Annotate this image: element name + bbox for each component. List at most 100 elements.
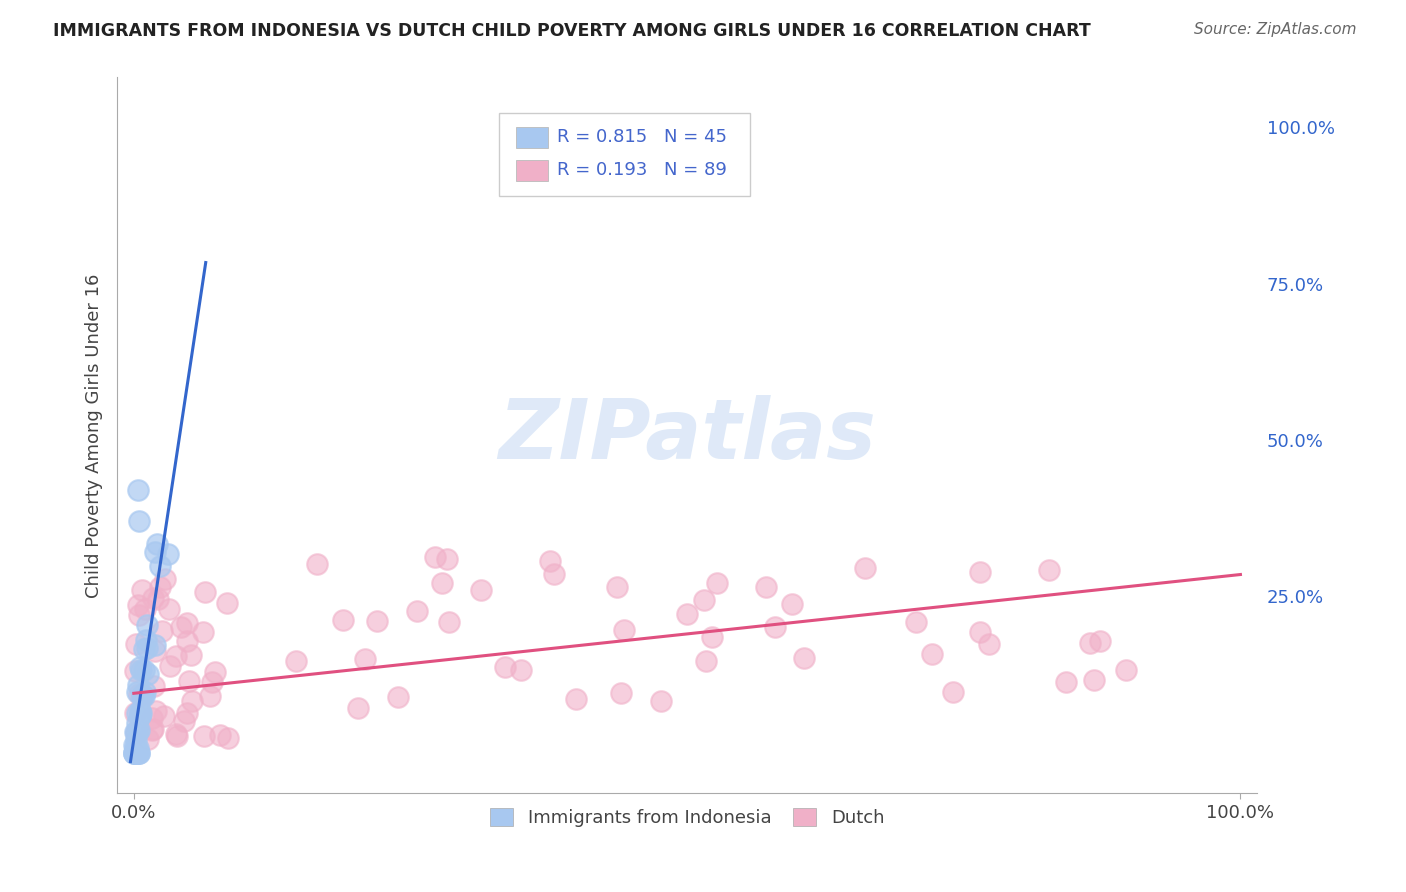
Point bbox=[179, 674, 201, 689]
Point bbox=[141, 723, 163, 737]
Point bbox=[181, 694, 204, 708]
Point bbox=[793, 650, 815, 665]
Point bbox=[1083, 673, 1105, 688]
FancyBboxPatch shape bbox=[499, 113, 749, 195]
Point bbox=[176, 634, 198, 648]
Point bbox=[494, 660, 516, 674]
Point bbox=[780, 598, 803, 612]
Point bbox=[1115, 663, 1137, 677]
Point bbox=[755, 580, 778, 594]
Point bbox=[425, 549, 447, 564]
Point bbox=[610, 686, 633, 700]
Point bbox=[1054, 674, 1077, 689]
Point bbox=[129, 707, 152, 722]
Point bbox=[124, 664, 146, 678]
Point bbox=[128, 723, 150, 737]
Point bbox=[613, 623, 636, 637]
Point bbox=[136, 641, 159, 656]
Point bbox=[125, 726, 148, 740]
Text: N = 89: N = 89 bbox=[664, 161, 727, 178]
Point bbox=[127, 598, 149, 612]
Text: Source: ZipAtlas.com: Source: ZipAtlas.com bbox=[1194, 22, 1357, 37]
Point bbox=[510, 663, 533, 677]
Point bbox=[406, 604, 429, 618]
Point bbox=[200, 689, 222, 703]
Point bbox=[387, 690, 409, 705]
Point bbox=[124, 740, 146, 755]
Point bbox=[124, 746, 146, 760]
Point bbox=[347, 701, 370, 715]
Point bbox=[128, 746, 150, 760]
Point bbox=[170, 620, 193, 634]
Point bbox=[150, 624, 173, 638]
Point bbox=[124, 706, 146, 720]
Text: N = 45: N = 45 bbox=[664, 128, 727, 146]
Point bbox=[201, 674, 224, 689]
Point bbox=[143, 644, 166, 658]
Point bbox=[215, 596, 238, 610]
Text: ZIPatlas: ZIPatlas bbox=[498, 395, 876, 476]
Point bbox=[141, 711, 163, 725]
Point bbox=[128, 746, 150, 760]
Point bbox=[134, 602, 156, 616]
Point bbox=[127, 746, 149, 760]
Text: R = 0.815: R = 0.815 bbox=[557, 128, 647, 146]
Text: IMMIGRANTS FROM INDONESIA VS DUTCH CHILD POVERTY AMONG GIRLS UNDER 16 CORRELATIO: IMMIGRANTS FROM INDONESIA VS DUTCH CHILD… bbox=[53, 22, 1091, 40]
Point bbox=[156, 547, 179, 561]
Point bbox=[125, 741, 148, 756]
Point bbox=[969, 566, 991, 580]
Point bbox=[176, 616, 198, 631]
Point bbox=[193, 729, 215, 743]
Point bbox=[129, 704, 152, 718]
Point bbox=[543, 567, 565, 582]
Point bbox=[366, 614, 388, 628]
Point bbox=[125, 706, 148, 720]
Point bbox=[125, 746, 148, 760]
Text: R = 0.193: R = 0.193 bbox=[557, 161, 648, 178]
Point bbox=[470, 582, 492, 597]
Bar bbox=[516, 127, 548, 148]
Point bbox=[136, 618, 159, 632]
Point bbox=[138, 731, 160, 746]
Point bbox=[136, 666, 159, 681]
Bar bbox=[516, 160, 548, 181]
Point bbox=[1078, 636, 1101, 650]
Point bbox=[675, 607, 697, 622]
Point bbox=[159, 658, 181, 673]
Point bbox=[165, 727, 187, 741]
Point bbox=[131, 688, 153, 702]
Point bbox=[127, 724, 149, 739]
Point bbox=[131, 582, 153, 597]
Point bbox=[132, 663, 155, 677]
Point bbox=[149, 580, 172, 594]
Point bbox=[979, 637, 1001, 651]
Point bbox=[132, 642, 155, 657]
Point bbox=[143, 638, 166, 652]
Point bbox=[1038, 563, 1060, 577]
Point bbox=[650, 694, 672, 708]
Point bbox=[145, 704, 167, 718]
Point bbox=[173, 714, 195, 728]
Y-axis label: Child Poverty Among Girls Under 16: Child Poverty Among Girls Under 16 bbox=[86, 273, 103, 598]
Point bbox=[204, 665, 226, 680]
Point bbox=[124, 724, 146, 739]
Point bbox=[124, 746, 146, 760]
Point bbox=[538, 554, 561, 568]
Point bbox=[353, 652, 375, 666]
Point bbox=[149, 559, 172, 574]
Point bbox=[436, 552, 458, 566]
Point bbox=[695, 654, 717, 668]
Point bbox=[165, 648, 187, 663]
Point bbox=[437, 615, 460, 629]
Point bbox=[284, 654, 307, 668]
Point bbox=[209, 728, 232, 742]
Point bbox=[128, 688, 150, 702]
Point bbox=[921, 647, 943, 661]
Point bbox=[129, 660, 152, 674]
Point bbox=[135, 632, 157, 647]
Point bbox=[332, 613, 354, 627]
Point bbox=[307, 557, 329, 571]
Legend: Immigrants from Indonesia, Dutch: Immigrants from Indonesia, Dutch bbox=[482, 801, 891, 834]
Point bbox=[142, 722, 165, 736]
Point bbox=[153, 572, 176, 586]
